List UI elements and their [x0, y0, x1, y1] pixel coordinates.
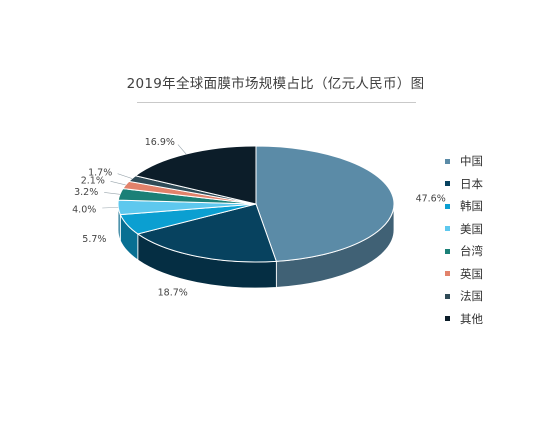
legend-item-2: 韩国 — [445, 195, 483, 218]
data-label-0: 47.6% — [416, 194, 446, 205]
data-label-7: 16.9% — [145, 137, 175, 148]
legend-item-3: 美国 — [445, 218, 483, 241]
data-label-6: 1.7% — [88, 167, 112, 178]
legend-swatch — [445, 181, 450, 187]
title-divider — [137, 102, 416, 103]
legend-label: 英国 — [460, 266, 483, 281]
legend-label: 韩国 — [460, 199, 483, 214]
legend-label: 其他 — [460, 311, 483, 326]
legend-label: 法国 — [460, 289, 483, 304]
legend-item-6: 法国 — [445, 285, 483, 308]
leader-line-7 — [177, 144, 187, 155]
data-label-4: 3.2% — [74, 187, 98, 198]
legend-item-1: 日本 — [445, 173, 483, 196]
legend-swatch — [445, 203, 450, 209]
legend-swatch — [445, 271, 450, 277]
leader-line-3 — [102, 207, 119, 209]
legend-swatch — [445, 158, 450, 164]
chart-title: 2019年全球面膜市场规模占比（亿元人民币）图 — [126, 76, 425, 92]
data-label-5: 2.1% — [81, 175, 105, 186]
legend-swatch — [445, 316, 450, 322]
leader-line-6 — [117, 173, 133, 179]
data-label-3: 4.0% — [72, 205, 96, 216]
chart-legend: 中国日本韩国美国台湾英国法国其他 — [445, 150, 483, 330]
legend-item-5: 英国 — [445, 263, 483, 286]
legend-label: 日本 — [460, 176, 483, 191]
legend-item-7: 其他 — [445, 308, 483, 331]
legend-swatch — [445, 226, 450, 232]
leader-line-4 — [104, 192, 120, 195]
legend-label: 中国 — [460, 154, 483, 169]
legend-label: 台湾 — [460, 244, 483, 259]
pie-slice-1 — [136, 203, 278, 263]
legend-swatch — [445, 293, 450, 299]
data-label-2: 5.7% — [82, 234, 106, 245]
legend-swatch — [445, 248, 450, 254]
legend-item-4: 台湾 — [445, 240, 483, 263]
legend-item-0: 中国 — [445, 150, 483, 173]
pie-slice-0 — [255, 145, 395, 262]
leader-line-5 — [110, 181, 126, 186]
data-label-1: 18.7% — [158, 288, 188, 299]
legend-label: 美国 — [460, 221, 483, 236]
pie-slice-7 — [134, 145, 257, 205]
